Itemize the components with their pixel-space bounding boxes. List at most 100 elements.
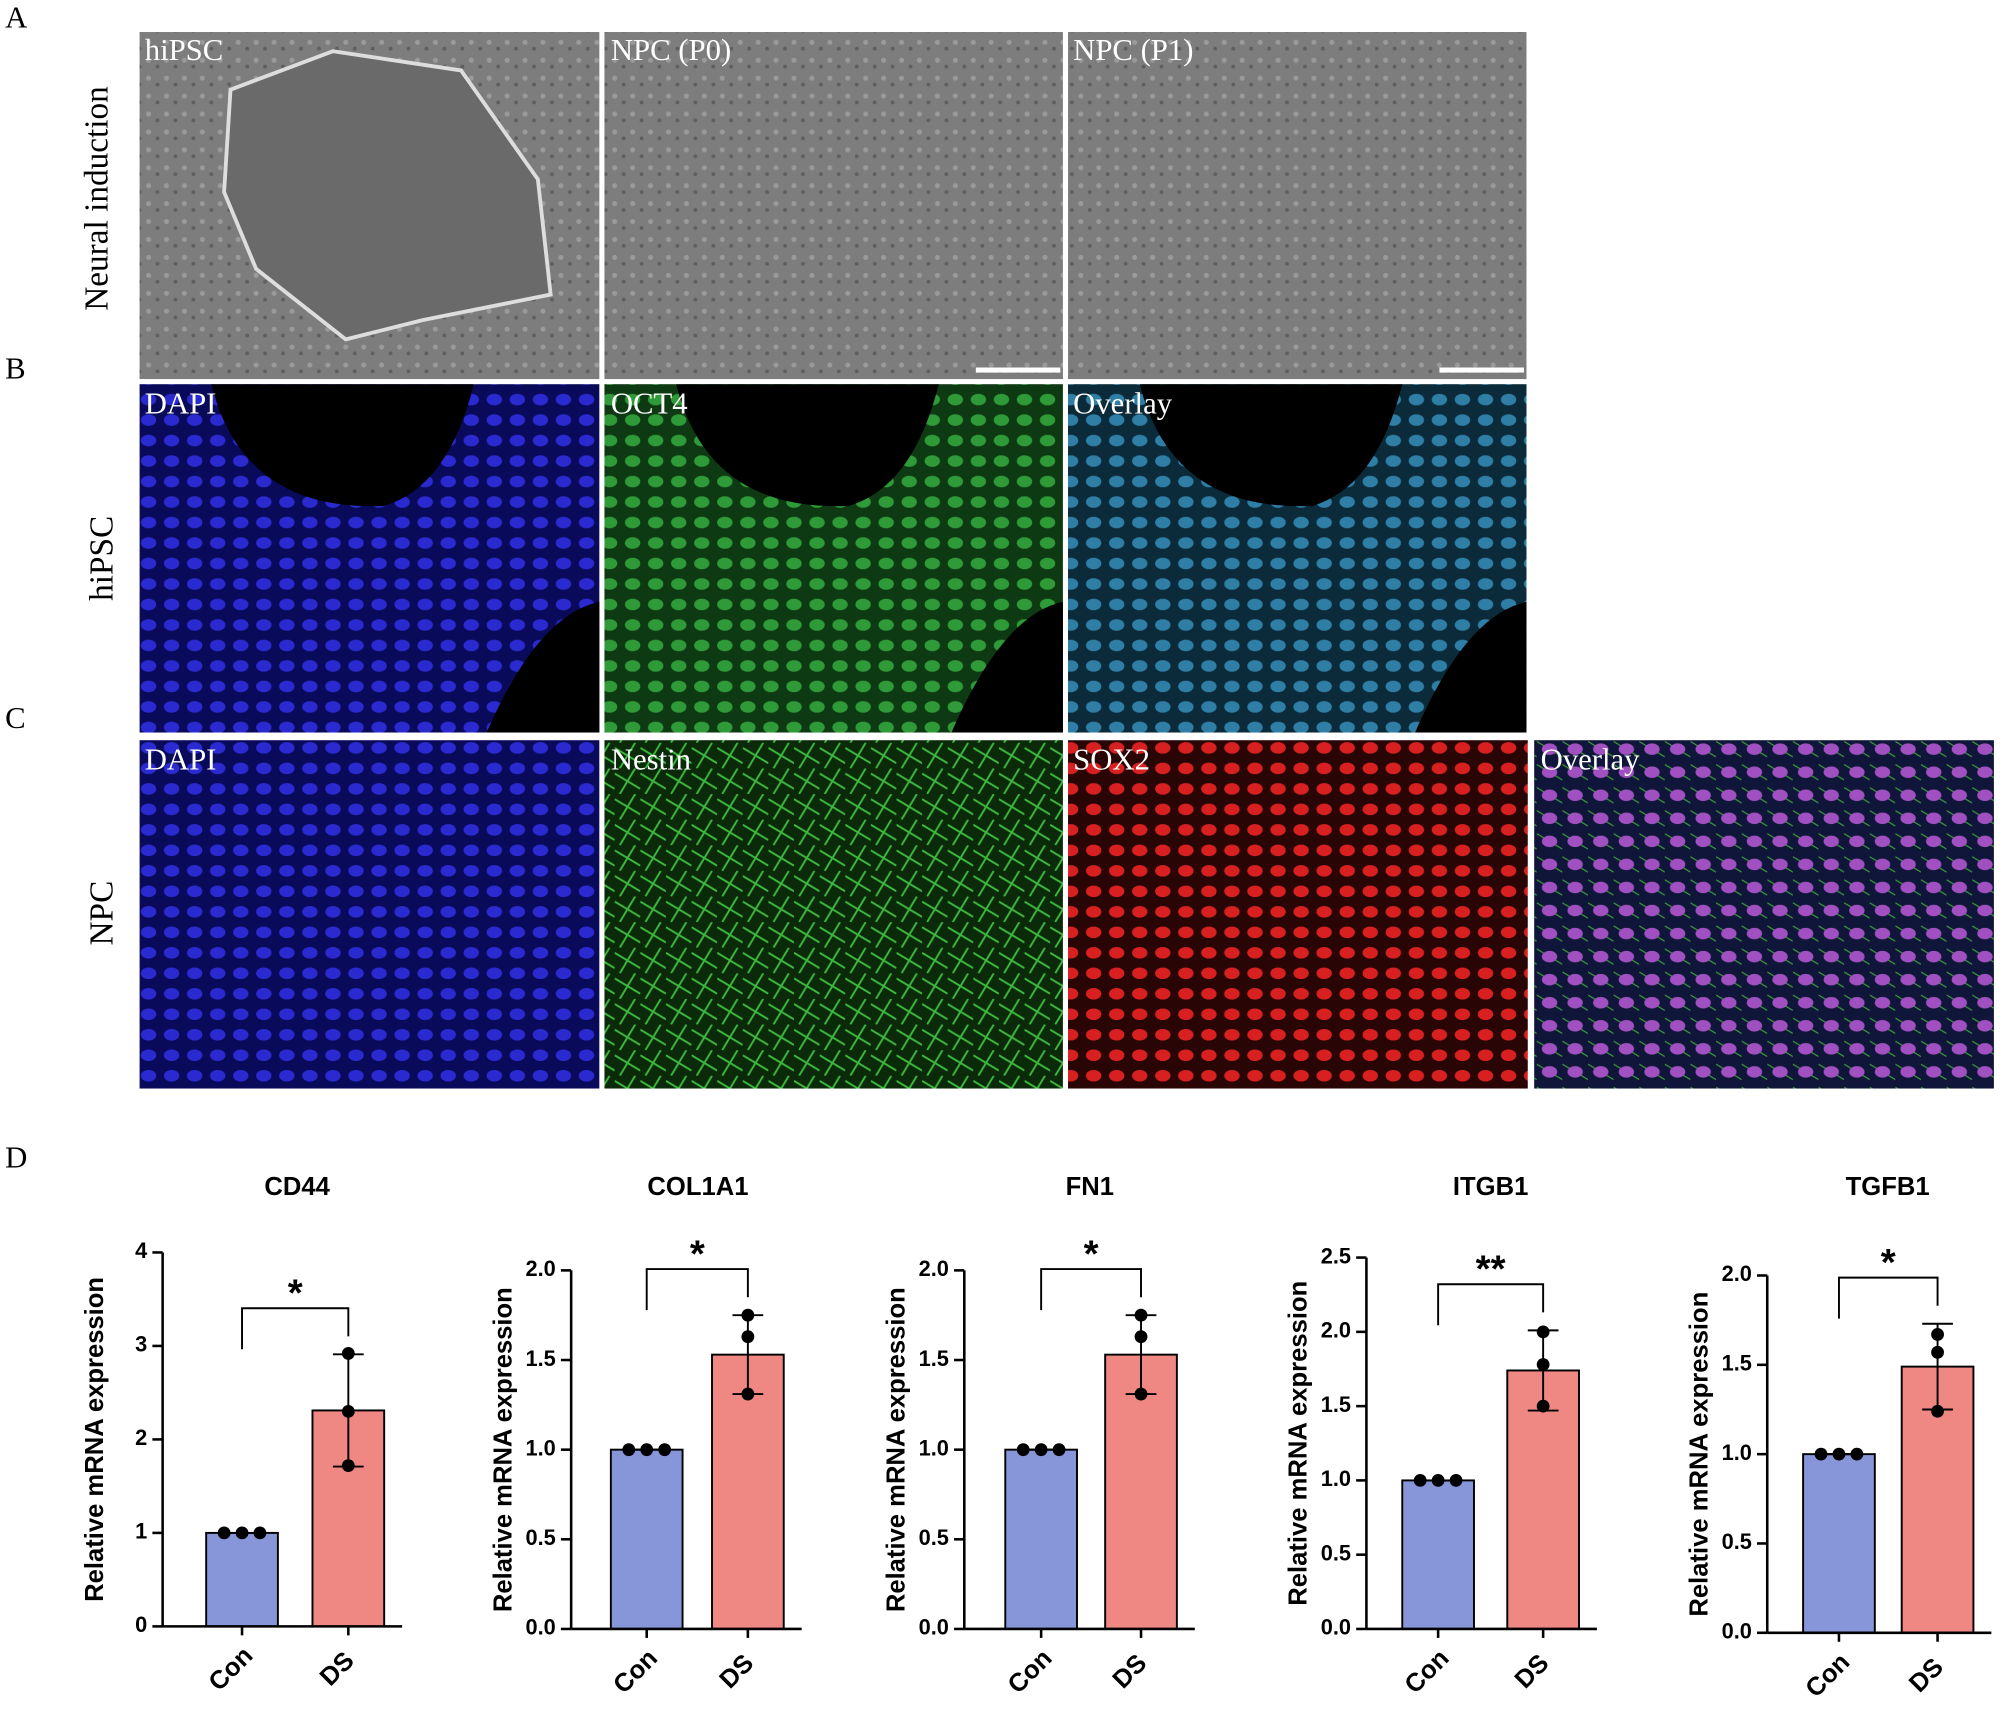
y-tick-label: 2.0 [1722, 1261, 1752, 1286]
significance-label: * [690, 1233, 705, 1276]
y-tick-label: 3 [135, 1332, 147, 1357]
y-tick-label: 2.0 [526, 1256, 556, 1281]
micrograph [139, 740, 600, 1089]
data-point [1536, 1399, 1550, 1413]
bar-chart: FN1 Relative mRNA expression 0.0 0.5 1.0 1.5 2… [882, 1173, 1195, 1699]
data-point [1814, 1447, 1828, 1461]
significance-label: * [1084, 1233, 1099, 1276]
bar-chart: TGFB1 Relative mRNA expression 0.0 0.5 1.0 1.… [1685, 1173, 1992, 1703]
y-tick-label: 0.5 [919, 1525, 949, 1550]
y-tick-label: 1.5 [1321, 1392, 1351, 1417]
panel-label: B [5, 351, 26, 385]
image-row-b [139, 384, 1527, 733]
y-tick-label: 0.0 [919, 1615, 949, 1640]
y-tick-label: 1.0 [1722, 1440, 1752, 1465]
x-tick-label: DS [1510, 1649, 1555, 1694]
colony [222, 49, 553, 342]
x-tick-label: DS [714, 1649, 759, 1694]
significance-bracket [241, 1307, 350, 1350]
micrograph [604, 32, 1063, 380]
bar-chart: COL1A1 Relative mRNA expression 0.0 0.5 1.0 1… [489, 1173, 802, 1699]
micrograph [1068, 32, 1527, 380]
x-tick-label: Con [1800, 1648, 1855, 1703]
image-row-c [139, 740, 1994, 1089]
y-tick-label: 4 [135, 1238, 147, 1263]
x-tick-label: DS [315, 1647, 360, 1692]
panel-label: C [5, 701, 26, 735]
y-axis-label: Relative mRNA expression [1685, 1292, 1713, 1617]
row-label: Neural induction [79, 86, 116, 311]
bar [1802, 1453, 1876, 1634]
data-point [741, 1308, 755, 1322]
image-label: Overlay [1073, 386, 1173, 420]
data-point [1034, 1443, 1048, 1457]
significance-bracket [1437, 1283, 1545, 1326]
x-tick-label: Con [608, 1644, 663, 1699]
y-axis-label: Relative mRNA expression [1285, 1281, 1313, 1606]
y-tick-label: 0.5 [526, 1525, 556, 1550]
data-point [1536, 1325, 1550, 1339]
y-tick-label: 2.0 [919, 1256, 949, 1281]
data-point [1052, 1443, 1066, 1457]
y-tick-label: 1.0 [526, 1435, 556, 1460]
y-tick-label: 1.5 [1722, 1351, 1752, 1376]
micrograph [604, 740, 1063, 1089]
image-label: SOX2 [1073, 742, 1150, 776]
image-label: Overlay [1541, 742, 1641, 776]
y-tick-label: 1.0 [1321, 1466, 1351, 1491]
dark-region [211, 384, 1403, 507]
bar [205, 1531, 279, 1628]
data-point [341, 1347, 355, 1360]
data-point [658, 1443, 672, 1457]
data-point [741, 1387, 755, 1401]
y-tick-label: 0.0 [1321, 1615, 1351, 1640]
image-label: NPC (P1) [1073, 33, 1193, 67]
y-axis-label: Relative mRNA expression [489, 1287, 517, 1612]
y-axis-label: Relative mRNA expression [882, 1287, 910, 1612]
data-point [1931, 1404, 1944, 1418]
y-tick-label: 0.5 [1321, 1540, 1351, 1565]
data-point [341, 1459, 355, 1472]
significance-label: ** [1476, 1248, 1506, 1291]
significance-bracket [1837, 1276, 1939, 1319]
bar [1004, 1448, 1078, 1630]
chart-title: ITGB1 [1453, 1173, 1528, 1201]
data-point [217, 1526, 231, 1540]
image-label: Nestin [611, 742, 691, 776]
data-point [1413, 1473, 1427, 1487]
chart-title: CD44 [264, 1173, 330, 1201]
data-point [1832, 1447, 1846, 1461]
data-point [1850, 1447, 1864, 1461]
data-point [1431, 1473, 1445, 1487]
y-tick-label: 0.0 [526, 1615, 556, 1640]
significance-bracket [1040, 1268, 1142, 1311]
data-point [253, 1526, 267, 1540]
y-tick-label: 1.0 [919, 1435, 949, 1460]
panel-label: D [5, 1140, 27, 1174]
data-point [235, 1526, 249, 1540]
bar [609, 1448, 684, 1630]
data-point [1536, 1358, 1550, 1371]
chart-title: TGFB1 [1846, 1173, 1930, 1201]
significance-label: * [288, 1272, 303, 1315]
x-tick-label: Con [1400, 1644, 1455, 1699]
significance-label: * [1881, 1241, 1896, 1284]
x-tick-label: DS [1904, 1653, 1949, 1698]
chart-title: COL1A1 [647, 1173, 748, 1201]
data-point [341, 1404, 355, 1418]
data-point [1931, 1345, 1944, 1359]
image-label: hiPSC [145, 33, 224, 67]
data-point [1931, 1328, 1944, 1341]
data-point [1449, 1473, 1463, 1487]
panel-label: A [5, 1, 27, 35]
x-tick-label: Con [1003, 1644, 1058, 1699]
y-tick-label: 2.5 [1321, 1243, 1351, 1268]
data-point [1134, 1308, 1148, 1322]
dark-region [486, 601, 1527, 733]
y-tick-label: 0.0 [1722, 1619, 1752, 1644]
labels: A B C D Neural induction hiPSC NPC hiPSC NPC (P0… [5, 1, 1640, 1175]
image-label: DAPI [145, 742, 217, 776]
y-tick-label: 1.5 [919, 1346, 949, 1371]
x-tick-label: Con [203, 1642, 258, 1697]
